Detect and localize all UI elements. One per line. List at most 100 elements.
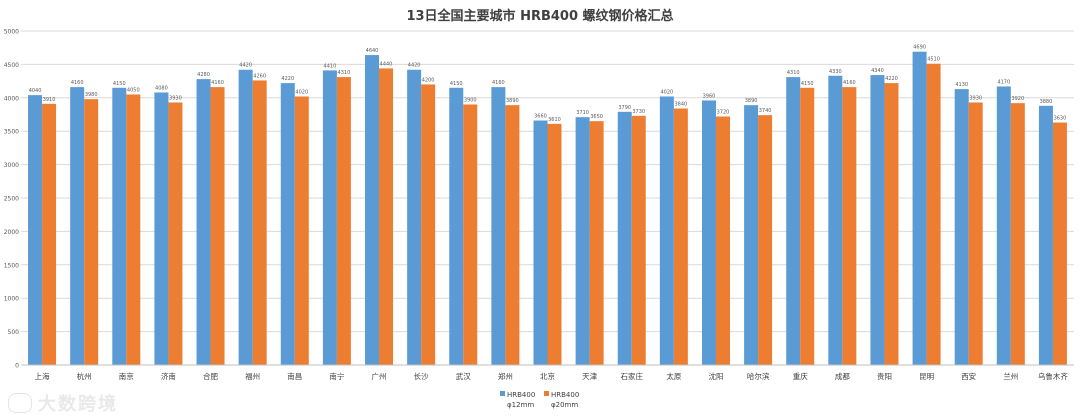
data-label: 3900: [464, 97, 477, 103]
bar-phi20: [631, 115, 646, 365]
legend-swatch-phi12: [500, 391, 505, 396]
data-label: 4330: [829, 69, 842, 75]
data-label: 4040: [29, 88, 42, 94]
data-label: 3610: [548, 117, 561, 123]
x-tick-label: 济南: [161, 371, 176, 381]
x-tick-label: 贵阳: [877, 371, 892, 381]
bar-phi12: [744, 105, 759, 365]
data-label: 4020: [660, 89, 673, 95]
bar-phi12: [659, 96, 674, 366]
data-label: 3660: [534, 114, 547, 120]
data-label: 3740: [759, 108, 772, 114]
bar-phi20: [842, 87, 857, 365]
x-tick-label: 乌鲁木齐: [1038, 371, 1068, 381]
bar-phi20: [715, 116, 730, 365]
x-tick-label: 西安: [961, 371, 976, 381]
data-label: 4160: [492, 80, 505, 86]
x-tick-label: 兰州: [1003, 371, 1018, 381]
legend-sublabel: φ20mm: [551, 401, 578, 409]
bar-phi12: [954, 89, 969, 365]
bar-phi20: [926, 63, 941, 366]
x-tick-label: 太原: [666, 371, 681, 381]
bar-phi20: [84, 99, 99, 366]
bar-phi12: [407, 69, 422, 365]
bar-phi20: [968, 102, 983, 365]
data-label: 4130: [955, 82, 968, 88]
data-label: 3720: [717, 110, 730, 116]
y-tick-label: 2500: [4, 196, 19, 203]
data-label: 4150: [113, 81, 126, 87]
data-label: 4220: [281, 76, 294, 82]
bar-phi12: [322, 70, 337, 366]
y-tick-label: 3000: [4, 162, 19, 169]
y-tick-label: 0: [15, 363, 19, 370]
x-tick-label: 哈尔滨: [747, 371, 770, 381]
y-tick-label: 4000: [4, 95, 19, 102]
bar-phi12: [365, 55, 380, 365]
bar-phi20: [1052, 122, 1067, 366]
x-tick-label: 南昌: [287, 371, 302, 381]
x-tick-label: 广州: [372, 371, 387, 381]
x-tick-label: 福州: [245, 372, 260, 381]
data-label: 4310: [338, 70, 351, 76]
data-label: 4200: [422, 77, 435, 83]
x-tick-label: 南宁: [329, 371, 344, 381]
data-label: 3930: [969, 95, 982, 101]
bar-phi20: [1010, 103, 1025, 366]
bar-phi12: [912, 51, 927, 365]
data-label: 4440: [380, 61, 393, 67]
bar-phi20: [589, 121, 604, 366]
bar-phi12: [786, 77, 801, 365]
data-label: 3790: [618, 105, 631, 111]
bar-phi12: [617, 111, 632, 365]
x-tick-label: 北京: [540, 371, 555, 381]
bar-phi20: [547, 123, 562, 366]
bar-phi20: [42, 103, 57, 365]
x-tick-label: 天津: [582, 372, 597, 381]
bar-phi12: [828, 75, 843, 366]
bar-phi12: [196, 79, 211, 365]
y-tick-label: 4500: [4, 62, 19, 69]
bar-phi20: [758, 115, 773, 365]
data-label: 4690: [913, 45, 926, 51]
bar-phi12: [70, 87, 85, 365]
data-label: 4310: [787, 70, 800, 76]
x-tick-label: 合肥: [203, 371, 218, 381]
bar-phi12: [491, 87, 506, 365]
bar-phi20: [126, 94, 141, 366]
data-label: 4510: [927, 57, 940, 63]
data-label: 4420: [408, 63, 421, 69]
y-tick-label: 1500: [4, 262, 19, 269]
bar-phi12: [870, 75, 885, 365]
data-label: 4420: [239, 63, 252, 69]
bar-phi20: [210, 87, 225, 365]
x-tick-label: 重庆: [793, 371, 808, 381]
data-label: 4340: [871, 68, 884, 74]
bar-phi20: [673, 108, 688, 365]
bar-phi12: [1038, 105, 1053, 365]
data-label: 4170: [997, 79, 1010, 85]
y-tick-label: 3500: [4, 129, 19, 136]
bar-phi12: [449, 87, 464, 365]
bar-phi12: [533, 120, 548, 366]
bar-phi12: [154, 92, 169, 366]
x-tick-label: 上海: [35, 371, 50, 381]
data-label: 3890: [506, 98, 519, 104]
bar-phi12: [112, 87, 127, 365]
data-label: 3930: [169, 95, 182, 101]
y-tick-label: 500: [8, 329, 20, 336]
bar-phi12: [280, 83, 295, 365]
x-tick-label: 杭州: [77, 371, 92, 381]
x-tick-label: 南京: [119, 371, 134, 381]
data-label: 4640: [366, 48, 379, 54]
data-label: 4410: [324, 63, 337, 69]
legend-label: HRB400: [551, 391, 579, 399]
x-tick-label: 成都: [835, 371, 850, 381]
bar-phi20: [463, 104, 478, 365]
bar-phi20: [168, 102, 183, 365]
x-axis: 上海 杭州 南京 济南 合肥 福州 南昌 南宁 广州 长沙 武汉 郑州 北京 天津 石家庄 太原 沈阳 哈尔滨 重庆…: [21, 364, 1074, 381]
bar-phi12: [575, 117, 590, 365]
x-tick-label: 沈阳: [708, 371, 723, 381]
